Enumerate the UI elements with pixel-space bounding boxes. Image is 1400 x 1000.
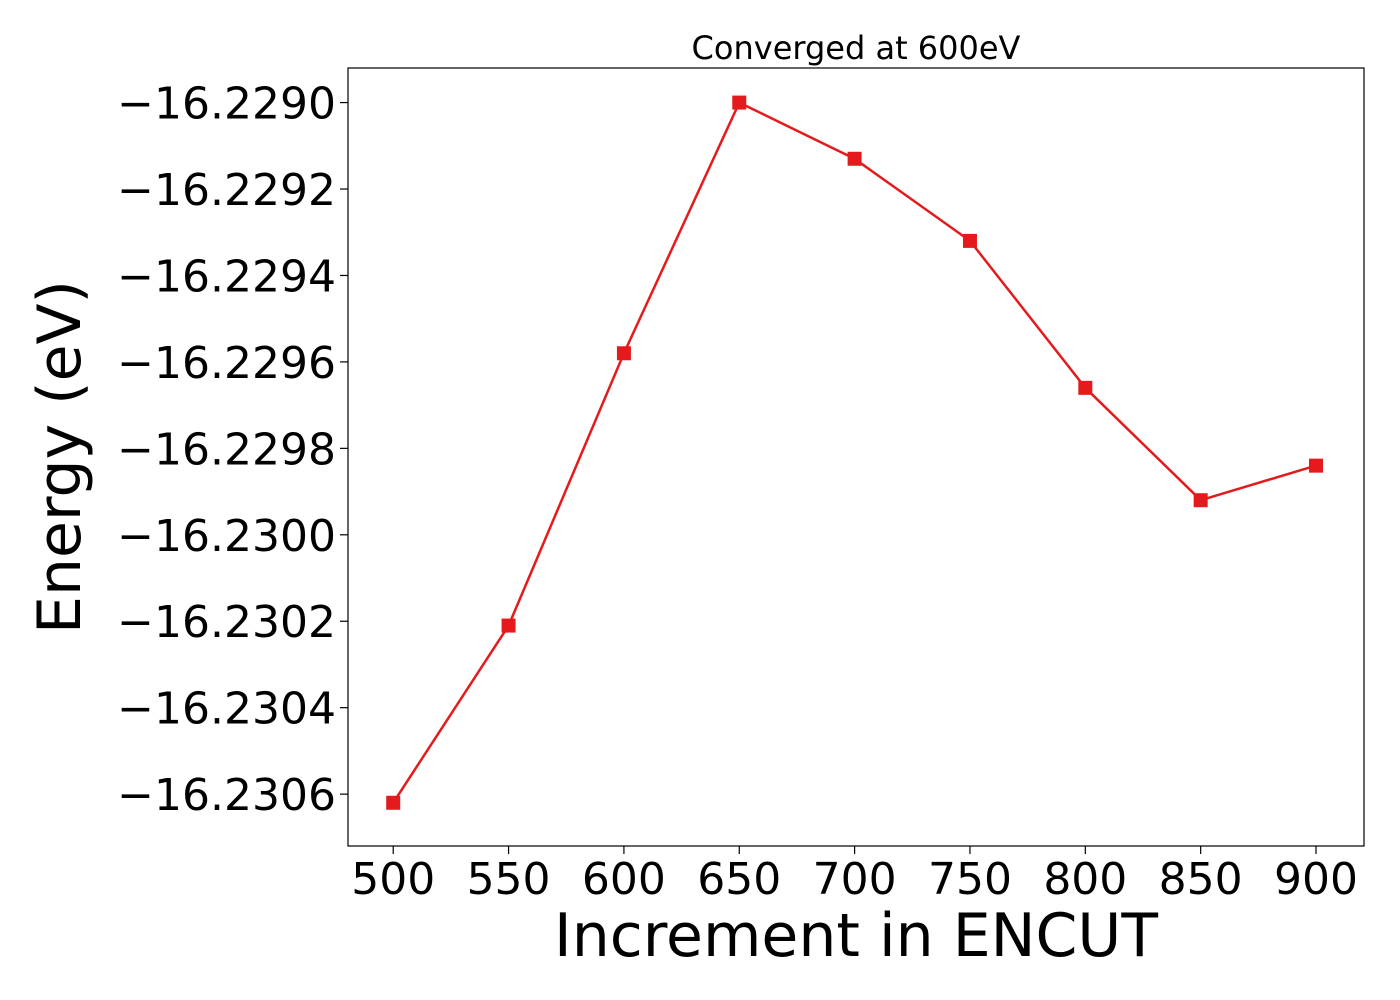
data-point xyxy=(501,618,516,633)
data-point xyxy=(1309,458,1324,473)
y-tick-label: −16.2298 xyxy=(117,424,336,475)
data-point xyxy=(1193,493,1208,508)
data-point xyxy=(847,151,862,166)
y-tick-label: −16.2304 xyxy=(117,684,336,735)
data-point xyxy=(962,233,977,248)
y-tick-label: −16.2302 xyxy=(117,597,336,648)
x-tick-label: 900 xyxy=(1274,854,1358,905)
x-tick-label: 550 xyxy=(467,854,551,905)
y-tick-label: −16.2290 xyxy=(117,79,336,130)
x-tick-label: 500 xyxy=(351,854,435,905)
data-point xyxy=(732,95,747,110)
x-tick-label: 700 xyxy=(813,854,897,905)
plot-frame xyxy=(347,67,1365,847)
x-axis-label: Increment in ENCUT xyxy=(554,901,1158,971)
data-point xyxy=(1078,380,1093,395)
data-point xyxy=(616,346,631,361)
x-tick-label: 600 xyxy=(582,854,666,905)
x-axis: 500 550 600 650 700 750 800 850 900 xyxy=(351,846,1358,905)
y-axis-label: Energy (eV) xyxy=(25,280,95,634)
x-tick-label: 850 xyxy=(1159,854,1243,905)
y-tick-label: −16.2294 xyxy=(117,251,336,302)
data-point xyxy=(386,795,401,810)
x-tick-label: 650 xyxy=(697,854,781,905)
x-tick-label: 750 xyxy=(928,854,1012,905)
y-axis: −16.2290 −16.2292 −16.2294 −16.2296 −16.2298… xyxy=(117,79,348,821)
y-tick-label: −16.2306 xyxy=(117,770,336,821)
x-tick-label: 800 xyxy=(1043,854,1127,905)
y-tick-label: −16.2296 xyxy=(117,338,336,389)
y-tick-label: −16.2292 xyxy=(117,165,336,216)
series-layer xyxy=(386,95,1324,810)
y-tick-label: −16.2300 xyxy=(117,511,336,562)
chart-title: Converged at 600eV xyxy=(692,29,1021,67)
